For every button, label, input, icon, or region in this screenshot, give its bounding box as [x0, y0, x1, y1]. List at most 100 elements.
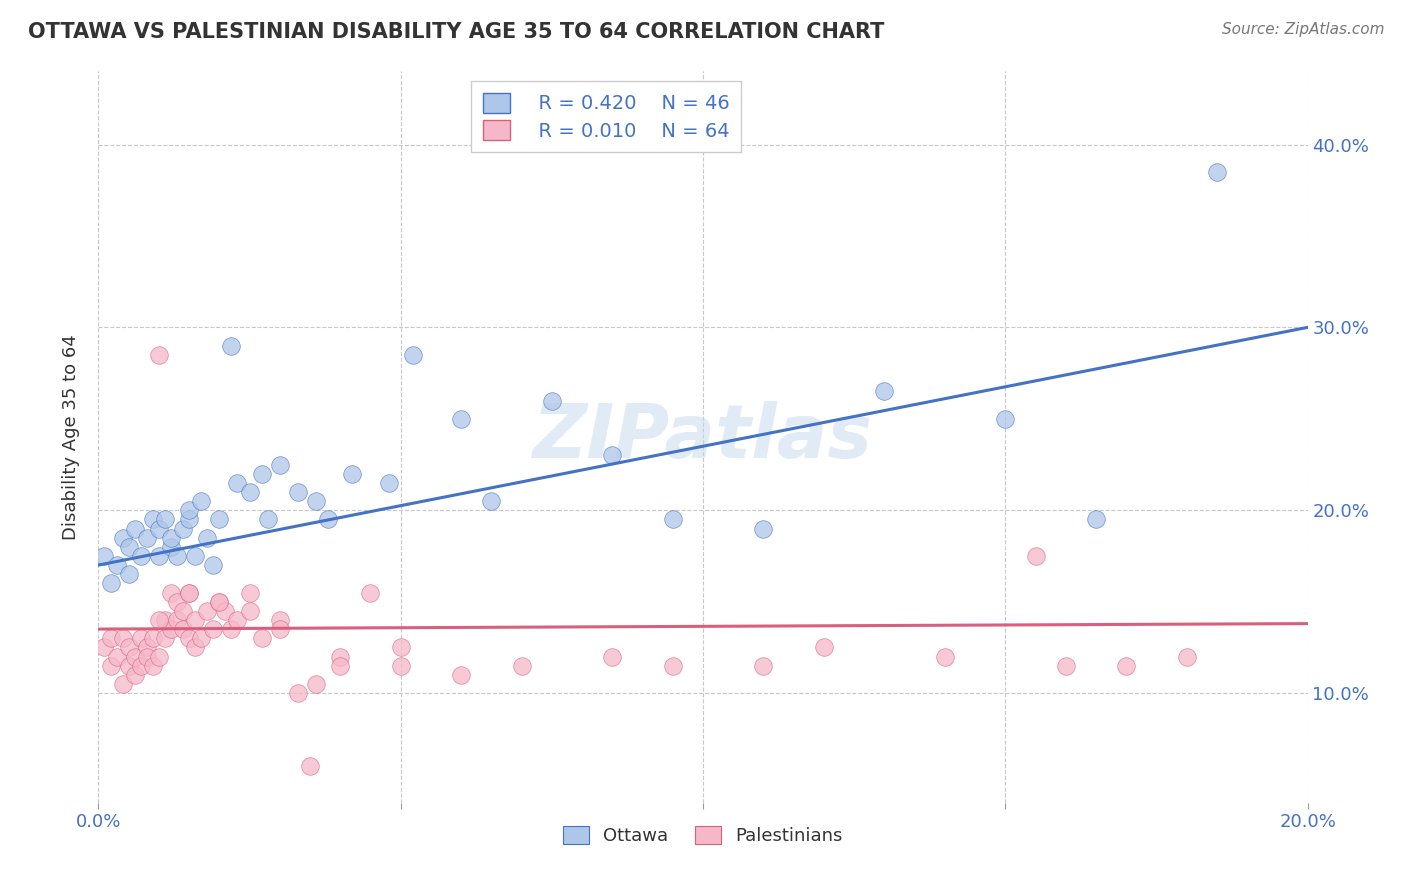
Text: OTTAWA VS PALESTINIAN DISABILITY AGE 35 TO 64 CORRELATION CHART: OTTAWA VS PALESTINIAN DISABILITY AGE 35 … [28, 22, 884, 42]
Point [450, 667, 472, 681]
Point [135, 531, 157, 545]
Point [190, 494, 212, 508]
Point [100, 632, 122, 646]
Point [202, 558, 225, 573]
Point [118, 640, 141, 655]
Point [129, 549, 152, 563]
Point [184, 640, 207, 655]
Point [752, 521, 775, 535]
Point [111, 632, 134, 646]
Point [100, 658, 122, 673]
Point [124, 667, 146, 681]
Legend: Ottawa, Palestinians: Ottawa, Palestinians [557, 819, 849, 852]
Point [148, 348, 170, 362]
Point [153, 632, 176, 646]
Point [179, 512, 201, 526]
Point [129, 632, 152, 646]
Point [934, 649, 956, 664]
Point [269, 458, 291, 472]
Point [450, 412, 472, 426]
Point [377, 475, 399, 490]
Point [250, 467, 273, 481]
Point [142, 512, 165, 526]
Point [239, 485, 262, 500]
Point [661, 512, 683, 526]
Point [1085, 512, 1108, 526]
Point [402, 348, 425, 362]
Point [873, 384, 896, 399]
Point [160, 622, 183, 636]
Point [160, 540, 183, 554]
Point [124, 521, 146, 535]
Point [269, 622, 291, 636]
Point [221, 622, 243, 636]
Point [752, 658, 775, 673]
Point [166, 594, 188, 608]
Point [172, 604, 194, 618]
Point [195, 531, 218, 545]
Point [179, 585, 201, 599]
Point [1115, 658, 1137, 673]
Point [1206, 165, 1229, 179]
Point [813, 640, 835, 655]
Point [105, 558, 128, 573]
Point [179, 503, 201, 517]
Point [250, 632, 273, 646]
Point [129, 658, 152, 673]
Point [287, 485, 309, 500]
Point [166, 549, 188, 563]
Point [118, 567, 141, 582]
Point [148, 649, 170, 664]
Point [208, 594, 231, 608]
Text: Source: ZipAtlas.com: Source: ZipAtlas.com [1222, 22, 1385, 37]
Point [118, 658, 141, 673]
Point [160, 531, 183, 545]
Point [111, 677, 134, 691]
Point [93, 640, 115, 655]
Point [118, 540, 141, 554]
Point [148, 549, 170, 563]
Point [153, 512, 176, 526]
Point [105, 649, 128, 664]
Point [148, 521, 170, 535]
Point [135, 640, 157, 655]
Point [202, 622, 225, 636]
Point [179, 585, 201, 599]
Point [661, 658, 683, 673]
Point [305, 494, 328, 508]
Text: ZIPatlas: ZIPatlas [533, 401, 873, 474]
Point [269, 613, 291, 627]
Point [256, 512, 278, 526]
Point [172, 521, 194, 535]
Point [142, 632, 165, 646]
Point [389, 658, 412, 673]
Point [360, 585, 382, 599]
Point [239, 604, 262, 618]
Point [135, 649, 157, 664]
Point [190, 632, 212, 646]
Point [994, 412, 1017, 426]
Point [226, 613, 249, 627]
Point [329, 649, 352, 664]
Point [124, 649, 146, 664]
Point [305, 677, 328, 691]
Point [184, 613, 207, 627]
Point [214, 604, 236, 618]
Point [1024, 549, 1046, 563]
Y-axis label: Disability Age 35 to 64: Disability Age 35 to 64 [62, 334, 80, 540]
Point [287, 686, 309, 700]
Point [153, 613, 176, 627]
Point [93, 549, 115, 563]
Point [221, 339, 243, 353]
Point [299, 759, 322, 773]
Point [100, 576, 122, 591]
Point [602, 448, 624, 462]
Point [172, 622, 194, 636]
Point [160, 585, 183, 599]
Point [329, 658, 352, 673]
Point [342, 467, 364, 481]
Point [239, 585, 262, 599]
Point [510, 658, 533, 673]
Point [208, 512, 231, 526]
Point [184, 549, 207, 563]
